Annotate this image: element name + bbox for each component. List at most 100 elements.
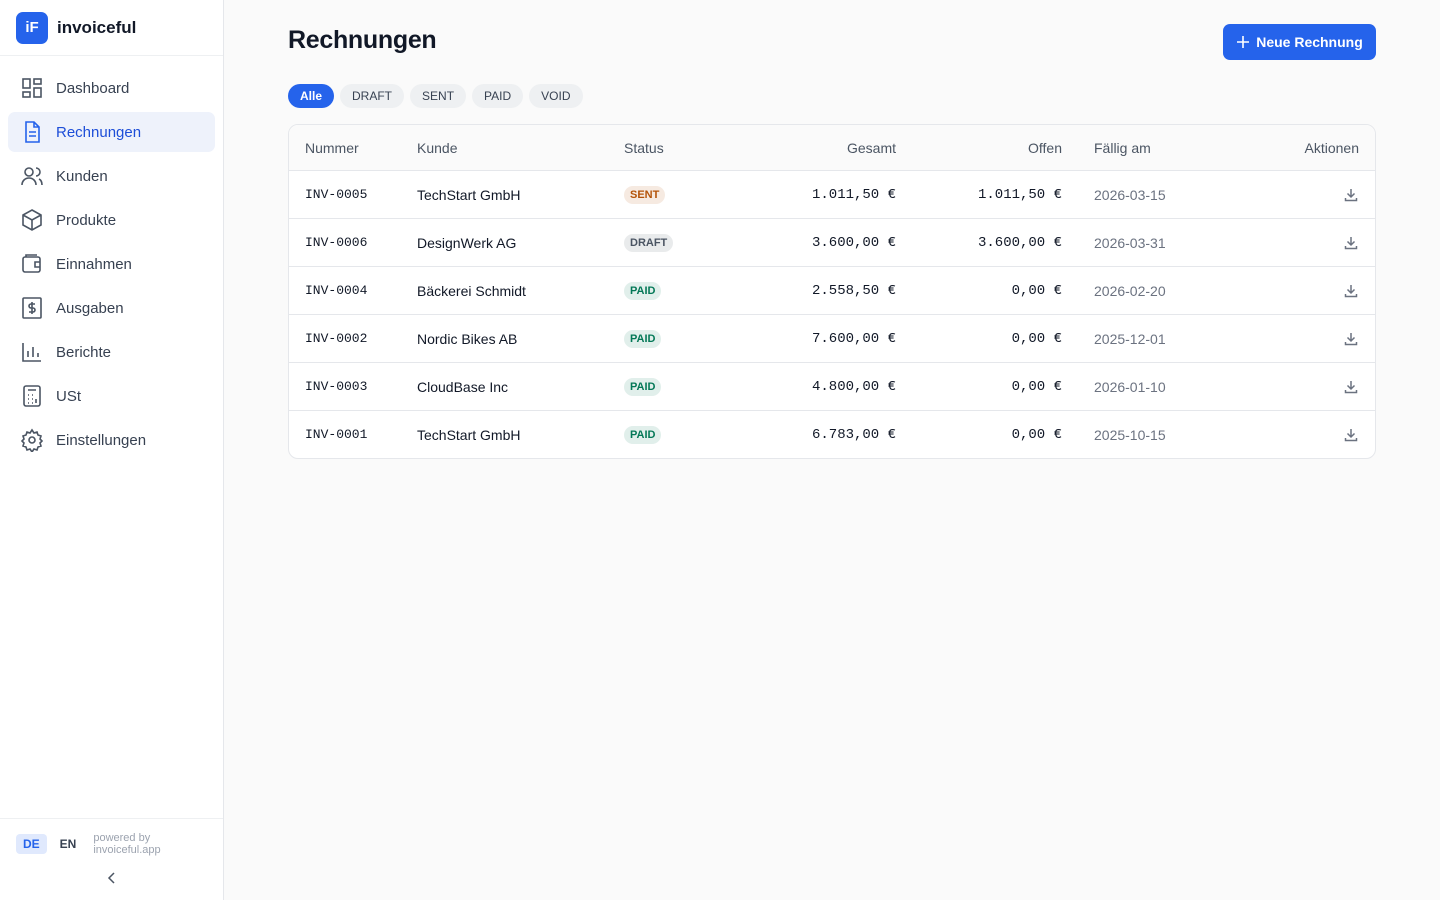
customer: TechStart GmbH: [417, 186, 521, 203]
download-button[interactable]: [1343, 235, 1359, 251]
download-button[interactable]: [1343, 379, 1359, 395]
filter-pill[interactable]: DRAFT: [340, 84, 405, 108]
nav-label: Kunden: [56, 167, 108, 185]
filter-pill[interactable]: PAID: [472, 84, 524, 108]
download-button[interactable]: [1343, 331, 1359, 347]
nav-label: Ausgaben: [56, 299, 124, 317]
nav-item[interactable]: Produkte: [8, 200, 215, 240]
nav-item[interactable]: Ausgaben: [8, 288, 215, 328]
icon: [22, 297, 42, 319]
download-button[interactable]: [1343, 187, 1359, 203]
table-row[interactable]: INV-0005 TechStart GmbH SENT 1.011,50 € 1.01…: [289, 170, 1375, 218]
status-badge: PAID: [624, 282, 662, 300]
column-header: Status: [624, 139, 664, 156]
status-badge: DRAFT: [624, 234, 674, 252]
total: 7.600,00 €: [811, 330, 896, 347]
filter-pill[interactable]: VOID: [529, 84, 583, 108]
invoice-number: INV-0004: [305, 283, 368, 298]
due-date: 2026-01-10: [1094, 378, 1166, 395]
total: 2.558,50 €: [811, 282, 896, 299]
plus-icon: [1237, 36, 1250, 48]
actions: [1212, 186, 1375, 203]
new-invoice-button[interactable]: Neue Rechnung: [1223, 24, 1376, 60]
total: 6.783,00 €: [811, 426, 896, 443]
open-amount: 0,00 €: [1011, 330, 1062, 347]
status-badge: SENT: [624, 186, 666, 204]
status-cell: SENT: [624, 185, 734, 204]
filter-pill[interactable]: Alle: [288, 84, 335, 108]
nav-item[interactable]: Berichte: [8, 332, 215, 372]
invoice-number: INV-0001: [305, 427, 368, 442]
customer: TechStart GmbH: [417, 426, 521, 443]
nav-item[interactable]: Einstellungen: [8, 420, 215, 460]
table-row[interactable]: INV-0006 DesignWerk AG DRAFT 3.600,00 € 3.60…: [289, 218, 1375, 266]
status-filters: Alle DRAFT SENT PAID VOID: [288, 84, 583, 108]
invoice-number: INV-0005: [305, 187, 368, 202]
customer: Nordic Bikes AB: [417, 330, 518, 347]
nav-item[interactable]: USt: [8, 376, 215, 416]
nav: Dashboard Rechnungen Kunden Produkte Ein…: [0, 68, 223, 460]
sidebar-footer: DE EN powered by invoiceful.app: [0, 818, 223, 900]
open-amount: 0,00 €: [1011, 282, 1062, 299]
icon: [22, 254, 41, 273]
main: Rechnungen Neue Rechnung Alle DRAFT SENT PA…: [224, 0, 1440, 900]
status-badge: PAID: [624, 330, 662, 348]
actions: [1212, 378, 1375, 395]
icon: [25, 121, 40, 143]
table-header: Nummer Kunde Status Gesamt Offen Fällig am Akt…: [289, 125, 1375, 170]
download-button[interactable]: [1343, 427, 1359, 443]
collapse-button[interactable]: [104, 870, 120, 886]
powered-by[interactable]: powered by invoiceful.app: [93, 832, 161, 856]
invoice-number: INV-0003: [305, 379, 368, 394]
actions: [1212, 330, 1375, 347]
icon: [20, 428, 44, 452]
column-header: Offen: [1028, 139, 1062, 156]
open-amount: 3.600,00 €: [977, 234, 1062, 251]
open-amount: 0,00 €: [1011, 426, 1062, 443]
nav-item[interactable]: Dashboard: [8, 68, 215, 108]
column-header: Gesamt: [846, 139, 896, 156]
customer: CloudBase Inc: [417, 378, 509, 395]
icon: [21, 167, 43, 186]
invoice-number: INV-0002: [305, 331, 368, 346]
actions: [1212, 282, 1375, 299]
nav-item[interactable]: Kunden: [8, 156, 215, 196]
nav-item[interactable]: Einnahmen: [8, 244, 215, 284]
status-badge: PAID: [624, 426, 662, 444]
status-cell: DRAFT: [624, 233, 734, 252]
icon: [22, 209, 42, 231]
open-amount: 0,00 €: [1011, 378, 1062, 395]
sidebar: iF invoiceful Dashboard Rechnungen Kunde…: [0, 0, 224, 900]
nav-label: Produkte: [56, 211, 117, 229]
due-date: 2026-02-20: [1094, 282, 1166, 299]
icon: [22, 78, 42, 98]
logo-text: invoiceful: [57, 17, 137, 37]
logo[interactable]: iF invoiceful: [0, 0, 223, 56]
customer: DesignWerk AG: [417, 234, 517, 251]
language[interactable]: DE: [16, 834, 47, 854]
invoice-number: INV-0006: [305, 235, 368, 250]
nav-item[interactable]: Rechnungen: [8, 112, 215, 152]
nav-label: Einstellungen: [56, 431, 147, 449]
icon: [22, 343, 41, 362]
table-row[interactable]: INV-0002 Nordic Bikes AB PAID 7.600,00 € 0,0…: [289, 314, 1375, 362]
customer: Bäckerei Schmidt: [417, 282, 526, 299]
download-button[interactable]: [1343, 283, 1359, 299]
invoice-table: Nummer Kunde Status Gesamt Offen Fällig am Akt…: [288, 124, 1376, 459]
language[interactable]: EN: [59, 837, 77, 851]
table-row[interactable]: INV-0004 Bäckerei Schmidt PAID 2.558,50 € 0,…: [289, 266, 1375, 314]
nav-label: Berichte: [56, 343, 112, 361]
table-row[interactable]: INV-0003 CloudBase Inc PAID 4.800,00 € 0,00 …: [289, 362, 1375, 410]
due-date: 2025-10-15: [1094, 426, 1166, 443]
table-row[interactable]: INV-0001 TechStart GmbH PAID 6.783,00 € 0,00…: [289, 410, 1375, 458]
page-title: Rechnungen: [288, 26, 437, 54]
due-date: 2026-03-31: [1094, 234, 1166, 251]
total: 3.600,00 €: [811, 234, 896, 251]
column-header: Nummer: [305, 139, 359, 156]
status-cell: PAID: [624, 329, 734, 348]
status-cell: PAID: [624, 281, 734, 300]
nav-label: USt: [56, 387, 82, 405]
filter-pill[interactable]: SENT: [410, 84, 467, 108]
